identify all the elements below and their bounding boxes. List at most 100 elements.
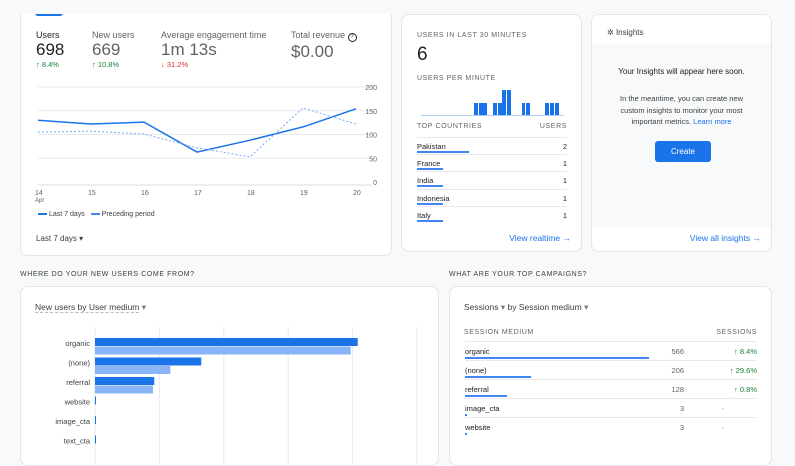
- sparkle-icon: ✲: [607, 28, 614, 37]
- metric-dropdown[interactable]: Sessions ▾: [464, 302, 505, 312]
- medium-name: referral: [465, 385, 489, 394]
- new-users-card: New users by User medium ▾ organic (none)…: [20, 286, 439, 466]
- caret-down-icon: ▾: [500, 302, 506, 312]
- category-label: text_cta: [64, 437, 91, 446]
- medium-name: image_cta: [465, 404, 500, 413]
- date-range-dropdown[interactable]: Last 7 days ▾: [36, 234, 83, 243]
- bar-last-7-days: [95, 357, 202, 366]
- y-tick-label: 200: [365, 85, 377, 92]
- minute-bar: [483, 102, 488, 115]
- country-row[interactable]: Italy 1: [417, 205, 567, 223]
- y-tick-label: 50: [369, 156, 377, 163]
- x-tick-label: 16: [141, 190, 149, 197]
- x-tick-label: 14: [35, 190, 43, 197]
- campaign-row[interactable]: (none) 206 ↑ 29.6%: [465, 360, 757, 379]
- body-text: In the meantime, you can create new cust…: [620, 94, 743, 126]
- view-realtime-link[interactable]: View realtime →: [509, 233, 571, 243]
- change-value: 8.4%: [739, 347, 757, 356]
- metric-users[interactable]: Users 698 ↑ 8.4%: [36, 30, 64, 69]
- campaign-row[interactable]: website 3 -: [465, 417, 757, 436]
- insights-title-text: Insights: [615, 28, 644, 37]
- minute-bar: [521, 102, 526, 115]
- arrow-right-icon: →: [752, 233, 762, 243]
- change-text: -: [721, 423, 725, 432]
- country-row[interactable]: India 1: [417, 171, 567, 188]
- col-session-medium: SESSION MEDIUM: [464, 329, 534, 336]
- campaign-row[interactable]: image_cta 3 -: [465, 398, 757, 417]
- minute-bar: [497, 102, 502, 115]
- share-bar: [417, 219, 443, 222]
- category-label: referral: [66, 378, 90, 387]
- country-users: 1: [562, 176, 567, 186]
- learn-more-link[interactable]: Learn more: [693, 117, 732, 126]
- country-name: Pakistan: [417, 142, 446, 151]
- legend-label: Preceding period: [101, 211, 155, 218]
- bar-last-7-days: [95, 338, 358, 346]
- per-minute-label: USERS PER MINUTE: [417, 75, 496, 82]
- metric-revenue[interactable]: Total revenue ? $0.00: [291, 30, 357, 62]
- metric-change: ↑ 10.8%: [92, 60, 120, 69]
- change-text: 8.4%: [41, 60, 59, 69]
- medium-name: (none): [465, 366, 487, 375]
- realtime-card: USERS IN LAST 30 MINUTES 6 USERS PER MIN…: [401, 14, 582, 252]
- overview-card: Users 698 ↑ 8.4% New users 669 ↑ 10.8% A…: [20, 14, 392, 256]
- country-row[interactable]: Pakistan 2: [417, 137, 567, 154]
- country-row[interactable]: France 1: [417, 154, 567, 171]
- change-text: ↑ 8.4%: [734, 347, 757, 356]
- country-row[interactable]: Indonesia 1: [417, 188, 567, 206]
- sessions-value: 128: [671, 385, 684, 394]
- campaign-row[interactable]: referral 128 ↑ 0.8%: [465, 379, 757, 398]
- sessions-value: 206: [671, 366, 684, 375]
- bar-last-7-days: [95, 377, 155, 385]
- campaigns-section-title: WHAT ARE YOUR TOP CAMPAIGNS?: [449, 271, 588, 278]
- share-bar: [465, 433, 467, 435]
- metric-new-users[interactable]: New users 669 ↑ 10.8%: [92, 30, 135, 69]
- bar-preceding-period: [95, 346, 351, 355]
- link-text: View realtime: [509, 233, 561, 243]
- medium-name: organic: [465, 347, 490, 356]
- share-bar: [465, 395, 508, 397]
- country-name: Indonesia: [417, 193, 450, 203]
- y-tick-label: 100: [365, 133, 377, 140]
- metric-engagement[interactable]: Average engagement time 1m 13s ↓ 31.2%: [161, 30, 266, 69]
- metric-value: 669: [92, 40, 121, 59]
- minute-bar: [526, 102, 531, 115]
- metric-change: ↑ 8.4%: [36, 60, 59, 69]
- metric-dimension-dropdown[interactable]: New users by User medium ▾: [35, 302, 146, 313]
- dimension-dropdown[interactable]: by Session medium ▾: [508, 302, 589, 312]
- share-bar: [417, 202, 443, 205]
- share-bar: [465, 376, 532, 378]
- last-7-days-line: [37, 108, 357, 153]
- new-users-section-title: WHERE DO YOUR NEW USERS COME FROM?: [20, 271, 195, 278]
- date-range-label: Last 7 days: [36, 234, 77, 243]
- help-icon[interactable]: ?: [347, 33, 357, 42]
- category-label: website: [64, 398, 90, 407]
- country-name: Italy: [417, 210, 431, 220]
- realtime-title: USERS IN LAST 30 MINUTES: [417, 32, 527, 39]
- sessions-value: 3: [679, 404, 684, 413]
- preceding-period-line: [37, 107, 357, 158]
- share-bar: [465, 414, 467, 416]
- bar-preceding-period: [95, 385, 153, 394]
- y-tick-label: 0: [373, 180, 377, 187]
- x-tick-label: 17: [194, 190, 202, 197]
- bar-preceding-period: [95, 366, 171, 374]
- sessions-value: 3: [679, 423, 684, 432]
- metric-label: Users: [36, 30, 60, 40]
- view-all-insights-link[interactable]: View all insights →: [690, 233, 761, 243]
- legend-label: Last 7 days: [48, 211, 85, 218]
- col-sessions: SESSIONS: [716, 329, 757, 336]
- create-button[interactable]: Create: [655, 141, 711, 162]
- x-tick-sublabel: Apr: [35, 198, 44, 204]
- metric-value: $0.00: [291, 42, 334, 61]
- insights-card: ✲ Insights Your Insights will appear her…: [591, 14, 772, 252]
- share-bar: [465, 357, 649, 359]
- medium-name: website: [465, 423, 491, 432]
- country-name: India: [417, 176, 434, 186]
- country-users: 1: [562, 159, 567, 169]
- change-text: ↑ 29.6%: [729, 366, 757, 375]
- campaign-row[interactable]: organic 566 ↑ 8.4%: [465, 341, 757, 360]
- y-tick-label: 150: [365, 109, 377, 116]
- insights-title: ✲ Insights: [607, 28, 644, 38]
- change-value: 0.8%: [739, 385, 757, 394]
